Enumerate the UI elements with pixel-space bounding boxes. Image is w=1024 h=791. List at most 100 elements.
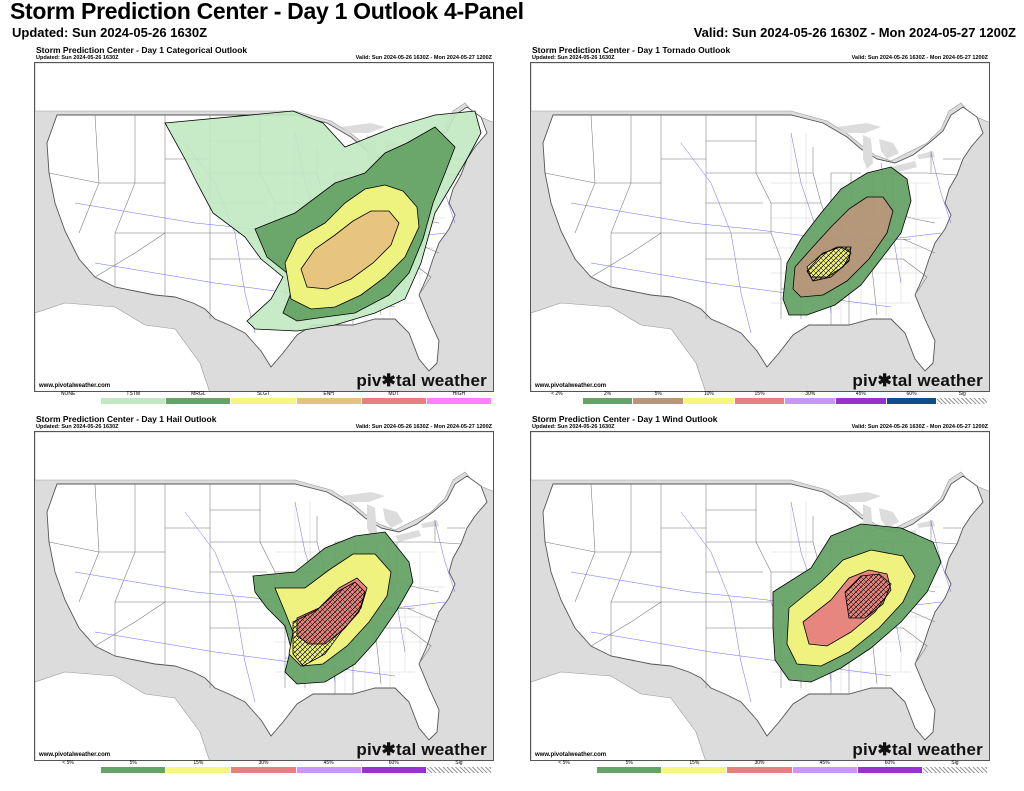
- legend-label: 60%: [388, 760, 399, 766]
- panel-valid: Valid: Sun 2024-05-26 1630Z - Mon 2024-0…: [851, 55, 988, 61]
- legend-label: 10%: [703, 391, 714, 397]
- legend-label: TSTM: [126, 391, 141, 397]
- legend-item: SLGT: [231, 391, 297, 404]
- legend-swatch: [836, 398, 886, 404]
- panel-updated: Updated: Sun 2024-05-26 1630Z: [36, 55, 119, 61]
- legend-label: 2%: [603, 391, 612, 397]
- legend-item: 15%: [662, 760, 728, 773]
- legend-label: 45%: [855, 391, 866, 397]
- legend-item: 2%: [582, 391, 634, 404]
- legend-swatch: [296, 767, 361, 773]
- panel-valid: Valid: Sun 2024-05-26 1630Z - Mon 2024-0…: [355, 55, 492, 61]
- legend-label: 60%: [884, 760, 895, 766]
- legend-label: Sig: [951, 760, 959, 766]
- legend-swatch: [532, 398, 582, 404]
- legend-label: HIGH: [452, 391, 466, 397]
- pivotal-weather-logo: piv✱tal weather: [356, 371, 487, 390]
- legend-swatch: [36, 398, 101, 404]
- legend-label: Sig: [958, 391, 966, 397]
- hail-sig-area: [292, 581, 366, 667]
- legend-label: 30%: [754, 760, 765, 766]
- site-url: www.pivotalweather.com: [39, 752, 111, 758]
- wind-sig-area: [844, 573, 892, 619]
- legend-item: TSTM: [101, 391, 167, 404]
- panel-categorical: Storm Prediction Center - Day 1 Categori…: [34, 45, 494, 407]
- legend-swatch: [785, 398, 836, 404]
- legend-swatch: [231, 398, 296, 404]
- site-url: www.pivotalweather.com: [535, 383, 607, 389]
- legend-label: NONE: [60, 391, 76, 397]
- legend-label: 30%: [258, 760, 269, 766]
- legend-swatch: [727, 767, 792, 773]
- legend-label: SLGT: [256, 391, 271, 397]
- legend-label: < 5%: [62, 760, 74, 766]
- legend-swatch: [231, 767, 296, 773]
- legend-item: 30%: [231, 760, 297, 773]
- legend-swatch: [922, 767, 987, 773]
- legend-label: 5%: [654, 391, 662, 397]
- map-wind: www.pivotalweather.com piv✱tal weather: [530, 431, 990, 761]
- legend-swatch: [532, 767, 597, 773]
- legend-item: Sig: [937, 391, 989, 404]
- legend-hail: < 5% 5% 15% 30% 45% 60% Sig: [36, 761, 492, 773]
- panel-updated: Updated: Sun 2024-05-26 1630Z: [532, 424, 615, 430]
- panel-wind: Storm Prediction Center - Day 1 Wind Out…: [530, 414, 990, 776]
- legend-swatch: [426, 398, 491, 404]
- legend-wind: < 5% 5% 15% 30% 45% 60% Sig: [532, 761, 988, 773]
- site-url: www.pivotalweather.com: [39, 383, 111, 389]
- legend-item: 5%: [597, 760, 663, 773]
- legend-item: Sig: [426, 761, 492, 773]
- page-title: Storm Prediction Center - Day 1 Outlook …: [10, 0, 524, 24]
- legend-label: 45%: [323, 760, 334, 766]
- panel-updated: Updated: Sun 2024-05-26 1630Z: [36, 424, 119, 430]
- legend-label: 15%: [689, 760, 700, 766]
- legend-item: MRGL: [166, 391, 232, 404]
- legend-item: NONE: [36, 391, 102, 404]
- legend-label: 45%: [819, 760, 830, 766]
- legend-item: 15%: [734, 391, 786, 404]
- legend-label: 15%: [754, 391, 765, 397]
- legend-item: ENH: [296, 391, 362, 404]
- legend-label: MRGL: [191, 391, 206, 397]
- legend-item: 5%: [101, 760, 167, 773]
- legend-label: 5%: [129, 760, 137, 766]
- legend-label: 5%: [625, 760, 633, 766]
- legend-item: HIGH: [426, 391, 492, 404]
- map-hail: www.pivotalweather.com piv✱tal weather: [34, 431, 494, 761]
- legend-item: 10%: [684, 392, 735, 404]
- legend-swatch: [633, 398, 684, 404]
- legend-item: < 5%: [532, 760, 598, 773]
- legend-swatch: [166, 767, 231, 773]
- legend-swatch: [734, 398, 785, 404]
- legend-categorical: NONE TSTM MRGL SLGT ENH MDT HIGH: [36, 392, 492, 404]
- tor-sig-area: [806, 246, 852, 282]
- panel-valid: Valid: Sun 2024-05-26 1630Z - Mon 2024-0…: [355, 424, 492, 430]
- legend-item: 30%: [727, 760, 793, 773]
- map-categorical: www.pivotalweather.com piv✱tal weather: [34, 62, 494, 392]
- panel-tornado: Storm Prediction Center - Day 1 Tornado …: [530, 45, 990, 407]
- legend-item: Sig: [922, 760, 988, 773]
- panel-valid: Valid: Sun 2024-05-26 1630Z - Mon 2024-0…: [851, 424, 988, 430]
- panel-title: Storm Prediction Center - Day 1 Categori…: [36, 45, 248, 55]
- legend-item: 30%: [785, 391, 837, 404]
- legend-label: ENH: [323, 391, 334, 397]
- legend-label: < 5%: [558, 760, 570, 766]
- legend-label: 15%: [193, 760, 204, 766]
- pivotal-weather-logo: piv✱tal weather: [852, 371, 983, 390]
- legend-swatch: [36, 767, 101, 773]
- legend-swatch: [857, 767, 922, 773]
- legend-item: 45%: [792, 760, 858, 773]
- legend-item: < 2%: [532, 392, 583, 404]
- legend-swatch: [426, 767, 491, 773]
- legend-label: MDT: [388, 391, 400, 397]
- legend-item: < 5%: [36, 760, 102, 773]
- legend-item: 15%: [166, 760, 232, 773]
- panel-title: Storm Prediction Center - Day 1 Tornado …: [532, 45, 731, 55]
- enh-area: [300, 210, 400, 290]
- legend-swatch: [101, 767, 166, 773]
- legend-swatch: [101, 398, 166, 404]
- panel-hail: Storm Prediction Center - Day 1 Hail Out…: [34, 414, 494, 776]
- legend-item: 45%: [836, 392, 887, 404]
- legend-label: 30%: [805, 391, 816, 397]
- legend-item: 60%: [857, 760, 923, 773]
